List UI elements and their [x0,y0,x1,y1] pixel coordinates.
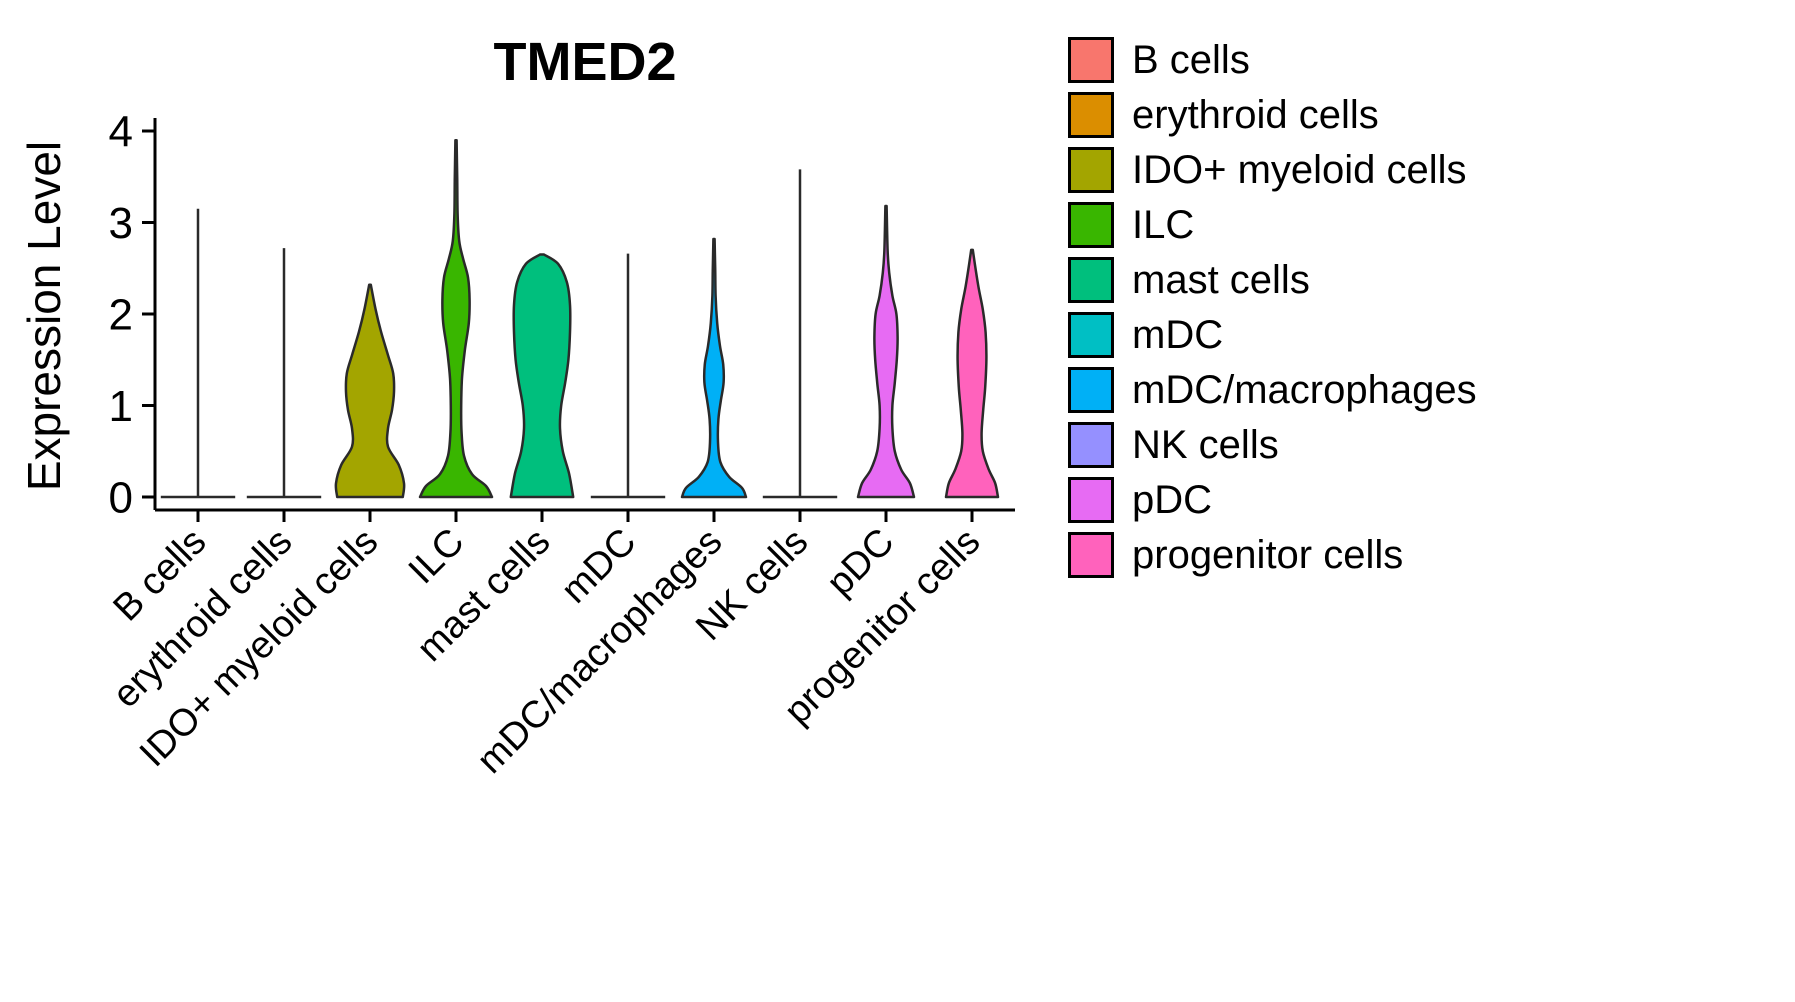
legend-item: mDC [1068,311,1477,359]
legend-label: progenitor cells [1132,533,1404,577]
legend-swatch [1068,147,1114,193]
legend-label: NK cells [1132,423,1279,467]
y-tick-label: 2 [109,290,133,339]
legend-swatch [1068,312,1114,358]
legend-item: progenitor cells [1068,531,1477,579]
legend-swatch [1068,37,1114,83]
legend-item: ILC [1068,201,1477,249]
legend-swatch [1068,532,1114,578]
axes [142,118,1015,522]
legend-item: NK cells [1068,421,1477,469]
violin-shape-4 [509,253,575,499]
violin-shape-2 [334,283,406,499]
y-axis-title: Expression Level [18,141,70,491]
legend-label: erythroid cells [1132,93,1379,137]
violin-shape-9 [944,248,1000,499]
violin-shape-8 [856,204,916,499]
legend-item: mDC/macrophages [1068,366,1477,414]
legend-label: mDC [1132,313,1224,357]
legend-label: ILC [1132,203,1195,247]
legend-item: mast cells [1068,256,1477,304]
legend-swatch [1068,202,1114,248]
legend-label: mast cells [1132,258,1310,302]
chart-title: TMED2 [493,32,676,92]
violin-series [160,138,1000,499]
legend-item: pDC [1068,476,1477,524]
legend-label: mDC/macrophages [1132,368,1477,412]
legend-swatch [1068,477,1114,523]
legend-swatch [1068,422,1114,468]
legend-swatch [1068,92,1114,138]
y-tick-label: 0 [109,473,133,522]
violin-shape-6 [680,237,748,499]
legend-swatch [1068,257,1114,303]
y-tick-label: 3 [109,199,133,248]
legend-item: B cells [1068,36,1477,84]
legend-label: pDC [1132,478,1213,522]
x-tick-label: ILC [401,521,473,593]
legend-item: IDO+ myeloid cells [1068,146,1477,194]
violin-chart: TMED2 Expression Level 0 1 2 3 4 B cellseryt… [18,32,1015,782]
y-tick-labels: 0 1 2 3 4 [109,107,133,522]
legend-label: IDO+ myeloid cells [1132,148,1467,192]
legend-swatch [1068,367,1114,413]
y-tick-label: 1 [109,382,133,431]
y-tick-label: 4 [109,107,133,156]
legend-item: erythroid cells [1068,91,1477,139]
legend: B cells erythroid cells IDO+ myeloid cells… [1068,36,1477,579]
violin-shape-3 [418,138,494,499]
legend-label: B cells [1132,38,1250,82]
